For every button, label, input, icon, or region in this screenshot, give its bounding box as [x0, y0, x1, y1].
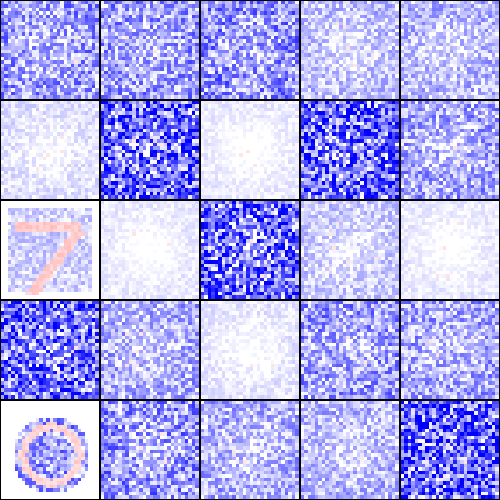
weight-heatmap — [401, 301, 499, 399]
weight-heatmap — [401, 1, 499, 99]
weight-heatmap — [101, 201, 199, 299]
weight-tile — [301, 201, 399, 299]
weight-tile — [101, 201, 199, 299]
weight-heatmap — [101, 401, 199, 499]
weight-heatmap — [1, 301, 99, 399]
weight-heatmap — [1, 101, 99, 199]
weight-heatmap — [301, 101, 399, 199]
weight-heatmap — [1, 201, 99, 299]
weight-heatmap — [201, 401, 299, 499]
weight-heatmap — [301, 401, 399, 499]
weight-heatmap — [1, 401, 99, 499]
weight-tile — [201, 301, 299, 399]
weight-tile — [101, 1, 199, 99]
weight-heatmap — [101, 1, 199, 99]
weight-heatmap — [101, 301, 199, 399]
weight-heatmap — [201, 101, 299, 199]
weight-tile — [301, 101, 399, 199]
weight-heatmap — [401, 101, 499, 199]
weight-heatmap — [401, 201, 499, 299]
weight-tile — [1, 301, 99, 399]
weight-tile — [1, 1, 99, 99]
weight-heatmap — [201, 1, 299, 99]
weight-tile — [201, 401, 299, 499]
weight-heatmap — [301, 1, 399, 99]
weight-tile — [1, 101, 99, 199]
weight-tile — [201, 201, 299, 299]
weight-tile — [401, 1, 499, 99]
weight-tile — [1, 401, 99, 499]
weight-tile — [301, 1, 399, 99]
weight-heatmap — [301, 201, 399, 299]
weight-tile — [301, 301, 399, 399]
weight-tile — [201, 1, 299, 99]
weight-tile — [401, 301, 499, 399]
weight-heatmap — [301, 301, 399, 399]
weight-heatmap — [201, 301, 299, 399]
weight-heatmap — [101, 101, 199, 199]
weight-tile — [101, 301, 199, 399]
weight-heatmap — [201, 201, 299, 299]
weight-tile — [401, 201, 499, 299]
weight-tile — [101, 101, 199, 199]
weight-tile — [201, 101, 299, 199]
weight-tile — [301, 401, 399, 499]
weight-tile — [401, 401, 499, 499]
weight-heatmap — [1, 1, 99, 99]
weight-tile — [101, 401, 199, 499]
weight-heatmap — [401, 401, 499, 499]
weight-tile — [1, 201, 99, 299]
weight-tile — [401, 101, 499, 199]
